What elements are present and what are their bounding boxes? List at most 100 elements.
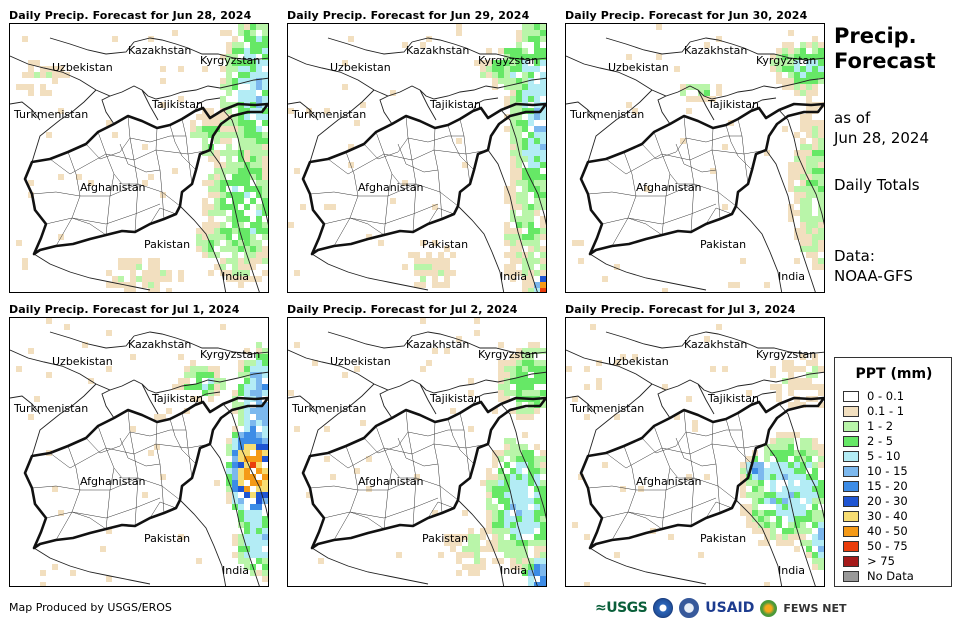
country-boundary	[31, 89, 97, 163]
side-title: Precip. Forecast	[834, 24, 936, 74]
country-boundary	[311, 547, 429, 585]
daily-totals-text: Daily Totals	[834, 176, 920, 194]
province-boundary	[327, 149, 489, 175]
country-label-tajikistan: Tajikistan	[429, 98, 481, 111]
country-label-india: India	[222, 564, 249, 577]
forecast-panel-5: Daily Precip. Forecast for Jul 2, 2024 K…	[287, 303, 547, 587]
country-boundary	[311, 253, 429, 291]
country-label-afghanistan: Afghanistan	[636, 475, 702, 488]
province-boundary	[45, 497, 161, 519]
country-boundary	[457, 205, 505, 292]
map-canvas: Kazakhstan Kyrgyzstan Uzbekistan Tajikistan…	[10, 318, 268, 586]
forecast-panel-6: Daily Precip. Forecast for Jul 3, 2024 K…	[565, 303, 825, 587]
legend-label: 10 - 15	[867, 464, 908, 478]
afghanistan-border	[23, 396, 268, 550]
legend-label: 50 - 75	[867, 539, 908, 553]
province-boundary	[605, 443, 767, 469]
data-source-line1: Data:	[834, 247, 875, 265]
map-credit: Map Produced by USGS/EROS	[9, 601, 172, 614]
country-boundary	[379, 95, 393, 125]
country-label-kazakhstan: Kazakhstan	[406, 44, 469, 57]
noaa-logo-icon	[653, 598, 674, 618]
legend-item: 2 - 5	[843, 434, 893, 448]
country-label-afghanistan: Afghanistan	[358, 475, 424, 488]
province-boundary	[327, 443, 489, 469]
afghanistan-border	[23, 102, 268, 256]
legend-label: 30 - 40	[867, 509, 908, 523]
precip-map: Kazakhstan Kyrgyzstan Uzbekistan Tajikistan…	[287, 317, 547, 587]
province-boundary	[391, 437, 439, 479]
legend-swatch	[843, 495, 859, 507]
province-boundary	[363, 429, 464, 454]
country-boundary	[472, 97, 499, 112]
legend-item: 40 - 50	[843, 524, 908, 538]
afghanistan-border	[579, 396, 824, 550]
country-label-pakistan: Pakistan	[144, 238, 190, 251]
country-boundary	[33, 547, 151, 585]
data-source-line2: NOAA-GFS	[834, 267, 913, 285]
country-label-kyrgyzstan: Kyrgyzstan	[200, 348, 260, 361]
country-boundary	[288, 395, 319, 415]
legend-swatch	[843, 510, 859, 522]
country-boundary	[33, 253, 151, 291]
province-boundary	[737, 412, 749, 479]
side-title-line2: Forecast	[834, 49, 936, 73]
country-boundary	[500, 403, 546, 520]
fews-net-logo: FEWS NET	[783, 601, 847, 615]
country-boundary	[765, 149, 816, 292]
country-boundary	[589, 547, 707, 585]
province-boundary	[587, 477, 737, 501]
country-boundary	[327, 37, 413, 55]
as-of-line2: Jun 28, 2024	[834, 129, 930, 147]
province-boundary	[309, 477, 459, 501]
country-label-turkmenistan: Turkmenistan	[291, 108, 366, 121]
legend-item: 15 - 20	[843, 479, 908, 493]
country-boundary	[419, 371, 546, 394]
legend-label: 1 - 2	[867, 419, 894, 433]
data-source-text: Data: NOAA-GFS	[834, 246, 913, 286]
country-boundary	[697, 77, 824, 100]
country-boundary	[587, 89, 653, 163]
forecast-panel-4: Daily Precip. Forecast for Jul 1, 2024 K…	[9, 303, 269, 587]
legend-label: No Data	[867, 569, 914, 583]
country-label-uzbekistan: Uzbekistan	[52, 355, 113, 368]
country-label-afghanistan: Afghanistan	[80, 181, 146, 194]
country-boundary	[209, 443, 260, 586]
country-boundary	[179, 499, 227, 586]
country-boundary	[587, 383, 653, 457]
country-label-kazakhstan: Kazakhstan	[684, 44, 747, 57]
country-label-kazakhstan: Kazakhstan	[128, 44, 191, 57]
legend-item: 1 - 2	[843, 419, 893, 433]
country-boundary	[101, 389, 115, 419]
precip-map: Kazakhstan Kyrgyzstan Uzbekistan Tajikistan…	[9, 23, 269, 293]
country-boundary	[778, 109, 824, 226]
legend-item: 0 - 0.1	[843, 389, 904, 403]
country-boundary	[10, 395, 41, 415]
province-boundary	[45, 203, 161, 225]
country-label-kazakhstan: Kazakhstan	[406, 338, 469, 351]
panel-title: Daily Precip. Forecast for Jun 30, 2024	[565, 9, 808, 22]
country-label-turkmenistan: Turkmenistan	[569, 402, 644, 415]
province-boundary	[605, 149, 767, 175]
legend-swatch	[843, 570, 859, 582]
province-boundary	[31, 477, 181, 501]
country-label-india: India	[778, 270, 805, 283]
province-boundary	[669, 437, 717, 479]
province-boundary	[349, 207, 455, 236]
legend-swatch	[843, 525, 859, 537]
country-boundary	[141, 89, 159, 121]
panel-title: Daily Precip. Forecast for Jul 3, 2024	[565, 303, 796, 316]
country-boundary	[288, 55, 421, 97]
province-boundary	[49, 443, 211, 469]
country-label-pakistan: Pakistan	[700, 238, 746, 251]
province-boundary	[113, 143, 161, 185]
country-label-kazakhstan: Kazakhstan	[128, 338, 191, 351]
country-label-turkmenistan: Turkmenistan	[13, 108, 88, 121]
country-boundary	[49, 331, 135, 349]
province-boundary	[627, 501, 733, 530]
nasa-seal-icon	[679, 598, 700, 618]
province-boundary	[737, 118, 749, 185]
country-boundary	[657, 389, 671, 419]
country-boundary	[689, 331, 824, 355]
country-boundary	[309, 89, 375, 163]
